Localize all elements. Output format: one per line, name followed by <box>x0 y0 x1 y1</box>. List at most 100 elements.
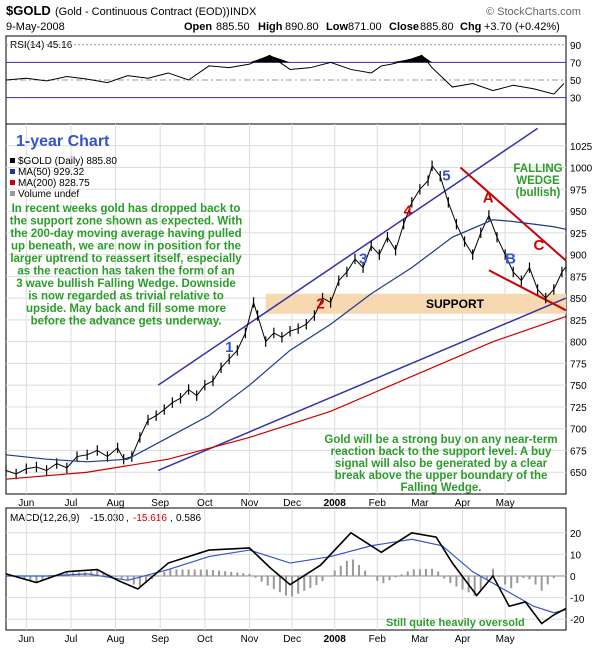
wave-label: C <box>534 237 545 254</box>
commentary-left-line: larger uptrend to reassert itself, espec… <box>10 253 242 265</box>
macd-histogram-bar <box>321 576 324 582</box>
price-tick-label: 825 <box>570 316 587 327</box>
legend-entry: Volume undef <box>18 189 79 200</box>
macd-histogram-bar <box>199 569 202 576</box>
header-name: (Gold - Continuous Contract (EOD)) <box>55 6 230 18</box>
macd-line <box>5 531 567 625</box>
rsi-line <box>5 54 565 95</box>
macd-histogram-bar <box>431 568 434 576</box>
macd-histogram-bar <box>285 576 287 596</box>
price-tick-label: 925 <box>570 229 587 240</box>
macd-xtick-label: Jun <box>18 634 34 645</box>
macd-histogram-bar <box>230 571 233 576</box>
quote-chg-value: +3.70 (+0.42%) <box>484 21 560 33</box>
price-panel: SUPPORT 650 675 700 725 750 775 800 825 850 875 90… <box>5 123 593 509</box>
macd-histogram-bar <box>138 576 141 587</box>
quote-close-value: 885.80 <box>420 21 454 33</box>
macd-xtick-label: 2008 <box>324 634 347 645</box>
macd-xtick-label: Jul <box>65 634 78 645</box>
macd-histogram-bar <box>96 570 99 576</box>
macd-histogram-bar <box>534 576 537 585</box>
macd-histogram-bar <box>23 576 26 580</box>
legend-swatch <box>10 180 15 185</box>
commentary-left-line: up beneath, we are now in position for t… <box>11 241 241 253</box>
price-xtick-label: Sep <box>151 498 169 509</box>
commentary-left-line: the support zone shown as expected. With <box>10 216 242 228</box>
price-tick-label: 875 <box>570 272 587 283</box>
header-symbol: $GOLD <box>6 3 51 18</box>
price-line <box>5 164 567 475</box>
rsi-panel: RSI(14) 45.16 30 50 70 90 <box>5 35 582 125</box>
commentary-left-line: In recent weeks gold has dropped back to <box>12 203 241 215</box>
macd-histogram-bar <box>157 575 160 576</box>
wave-label: 3 <box>359 250 367 267</box>
commentary-right-line: break above the upper boundary of the <box>335 470 548 482</box>
macd-histogram-bar <box>303 576 306 591</box>
price-xtick-label: Apr <box>455 498 471 509</box>
macd-histogram-bar <box>394 576 397 578</box>
macd-legend-sep2: , <box>170 513 173 524</box>
legend-swatch <box>10 158 15 163</box>
macd-histogram-bar <box>132 576 135 585</box>
macd-histogram-bar <box>224 571 227 576</box>
macd-histogram-bar <box>175 569 178 576</box>
macd-histogram-bar <box>540 576 543 591</box>
macd-histogram-bar <box>510 576 513 589</box>
commentary-right: Gold will be a strong buy on any near-te… <box>324 434 557 494</box>
macd-legend-signal: -15.616 <box>133 513 167 524</box>
price-tick-label: 975 <box>570 185 587 196</box>
price-xtick-label: Jul <box>65 498 78 509</box>
macd-histogram-bar <box>272 576 275 589</box>
macd-histogram-bar <box>309 576 312 588</box>
macd-histogram-bar <box>449 576 452 584</box>
price-xtick-label: Feb <box>369 498 387 509</box>
macd-xtick-label: Nov <box>241 634 259 645</box>
macd-histogram-bar <box>388 576 391 581</box>
macd-note: Still quite heavily oversold <box>386 617 525 629</box>
macd-histogram-bar <box>406 571 409 576</box>
macd-xtick-label: Aug <box>107 634 125 645</box>
wave-label: 1 <box>225 339 233 356</box>
header-exchange: INDX <box>230 6 257 18</box>
macd-histogram-bar <box>473 576 476 596</box>
macd-tick-label: -20 <box>570 615 585 626</box>
commentary-left-line: 3 wave bullish Falling Wedge. Downside <box>16 278 236 290</box>
macd-histogram-bar <box>47 576 50 579</box>
commentary-left-line: as the reaction has taken the form of an <box>17 266 234 278</box>
price-tick-label: 900 <box>570 251 587 262</box>
header-date: 9-May-2008 <box>6 21 65 33</box>
macd-histogram-bar <box>552 576 555 579</box>
macd-legend-name: MACD(12,26,9) <box>10 513 79 524</box>
macd-histogram-bar <box>126 576 129 581</box>
quote-high-value: 890.80 <box>285 21 319 33</box>
macd-histogram-bar <box>90 571 93 576</box>
price-xtick-label: Mar <box>411 498 429 509</box>
macd-histogram-bar <box>260 576 263 582</box>
macd-histogram-bar <box>169 569 172 576</box>
macd-legend-sep1: , <box>126 513 129 524</box>
macd-histogram-bar <box>120 576 123 579</box>
rsi-legend: RSI(14) 45.16 <box>10 40 73 51</box>
legend-swatch <box>10 169 15 174</box>
macd-histogram-bar <box>376 576 379 581</box>
rsi-tick-label: 30 <box>570 94 582 105</box>
macd-histogram-bar <box>437 571 440 576</box>
macd-histogram-bar <box>236 572 239 576</box>
macd-histogram-bar <box>498 576 501 577</box>
wave-label: 5 <box>442 168 450 185</box>
macd-histogram-bar <box>181 569 184 576</box>
commentary-left-line: the 200-day moving average having pulled <box>10 228 241 240</box>
quote-high-label: High <box>258 21 283 33</box>
macd-histogram-bar <box>29 576 32 581</box>
macd-tick-label: 20 <box>570 529 582 540</box>
price-tick-label: 1000 <box>570 164 593 175</box>
macd-histogram-bar <box>516 576 519 584</box>
header-source: © StockCharts.com <box>486 6 581 18</box>
price-tick-label: 725 <box>570 403 587 414</box>
macd-histogram-bar <box>163 571 166 576</box>
macd-histogram-bar <box>418 569 421 576</box>
wave-label: 2 <box>316 296 324 313</box>
macd-xtick-label: Apr <box>455 634 471 645</box>
commentary-right-line: reaction back to the support level. A bu… <box>331 446 552 458</box>
